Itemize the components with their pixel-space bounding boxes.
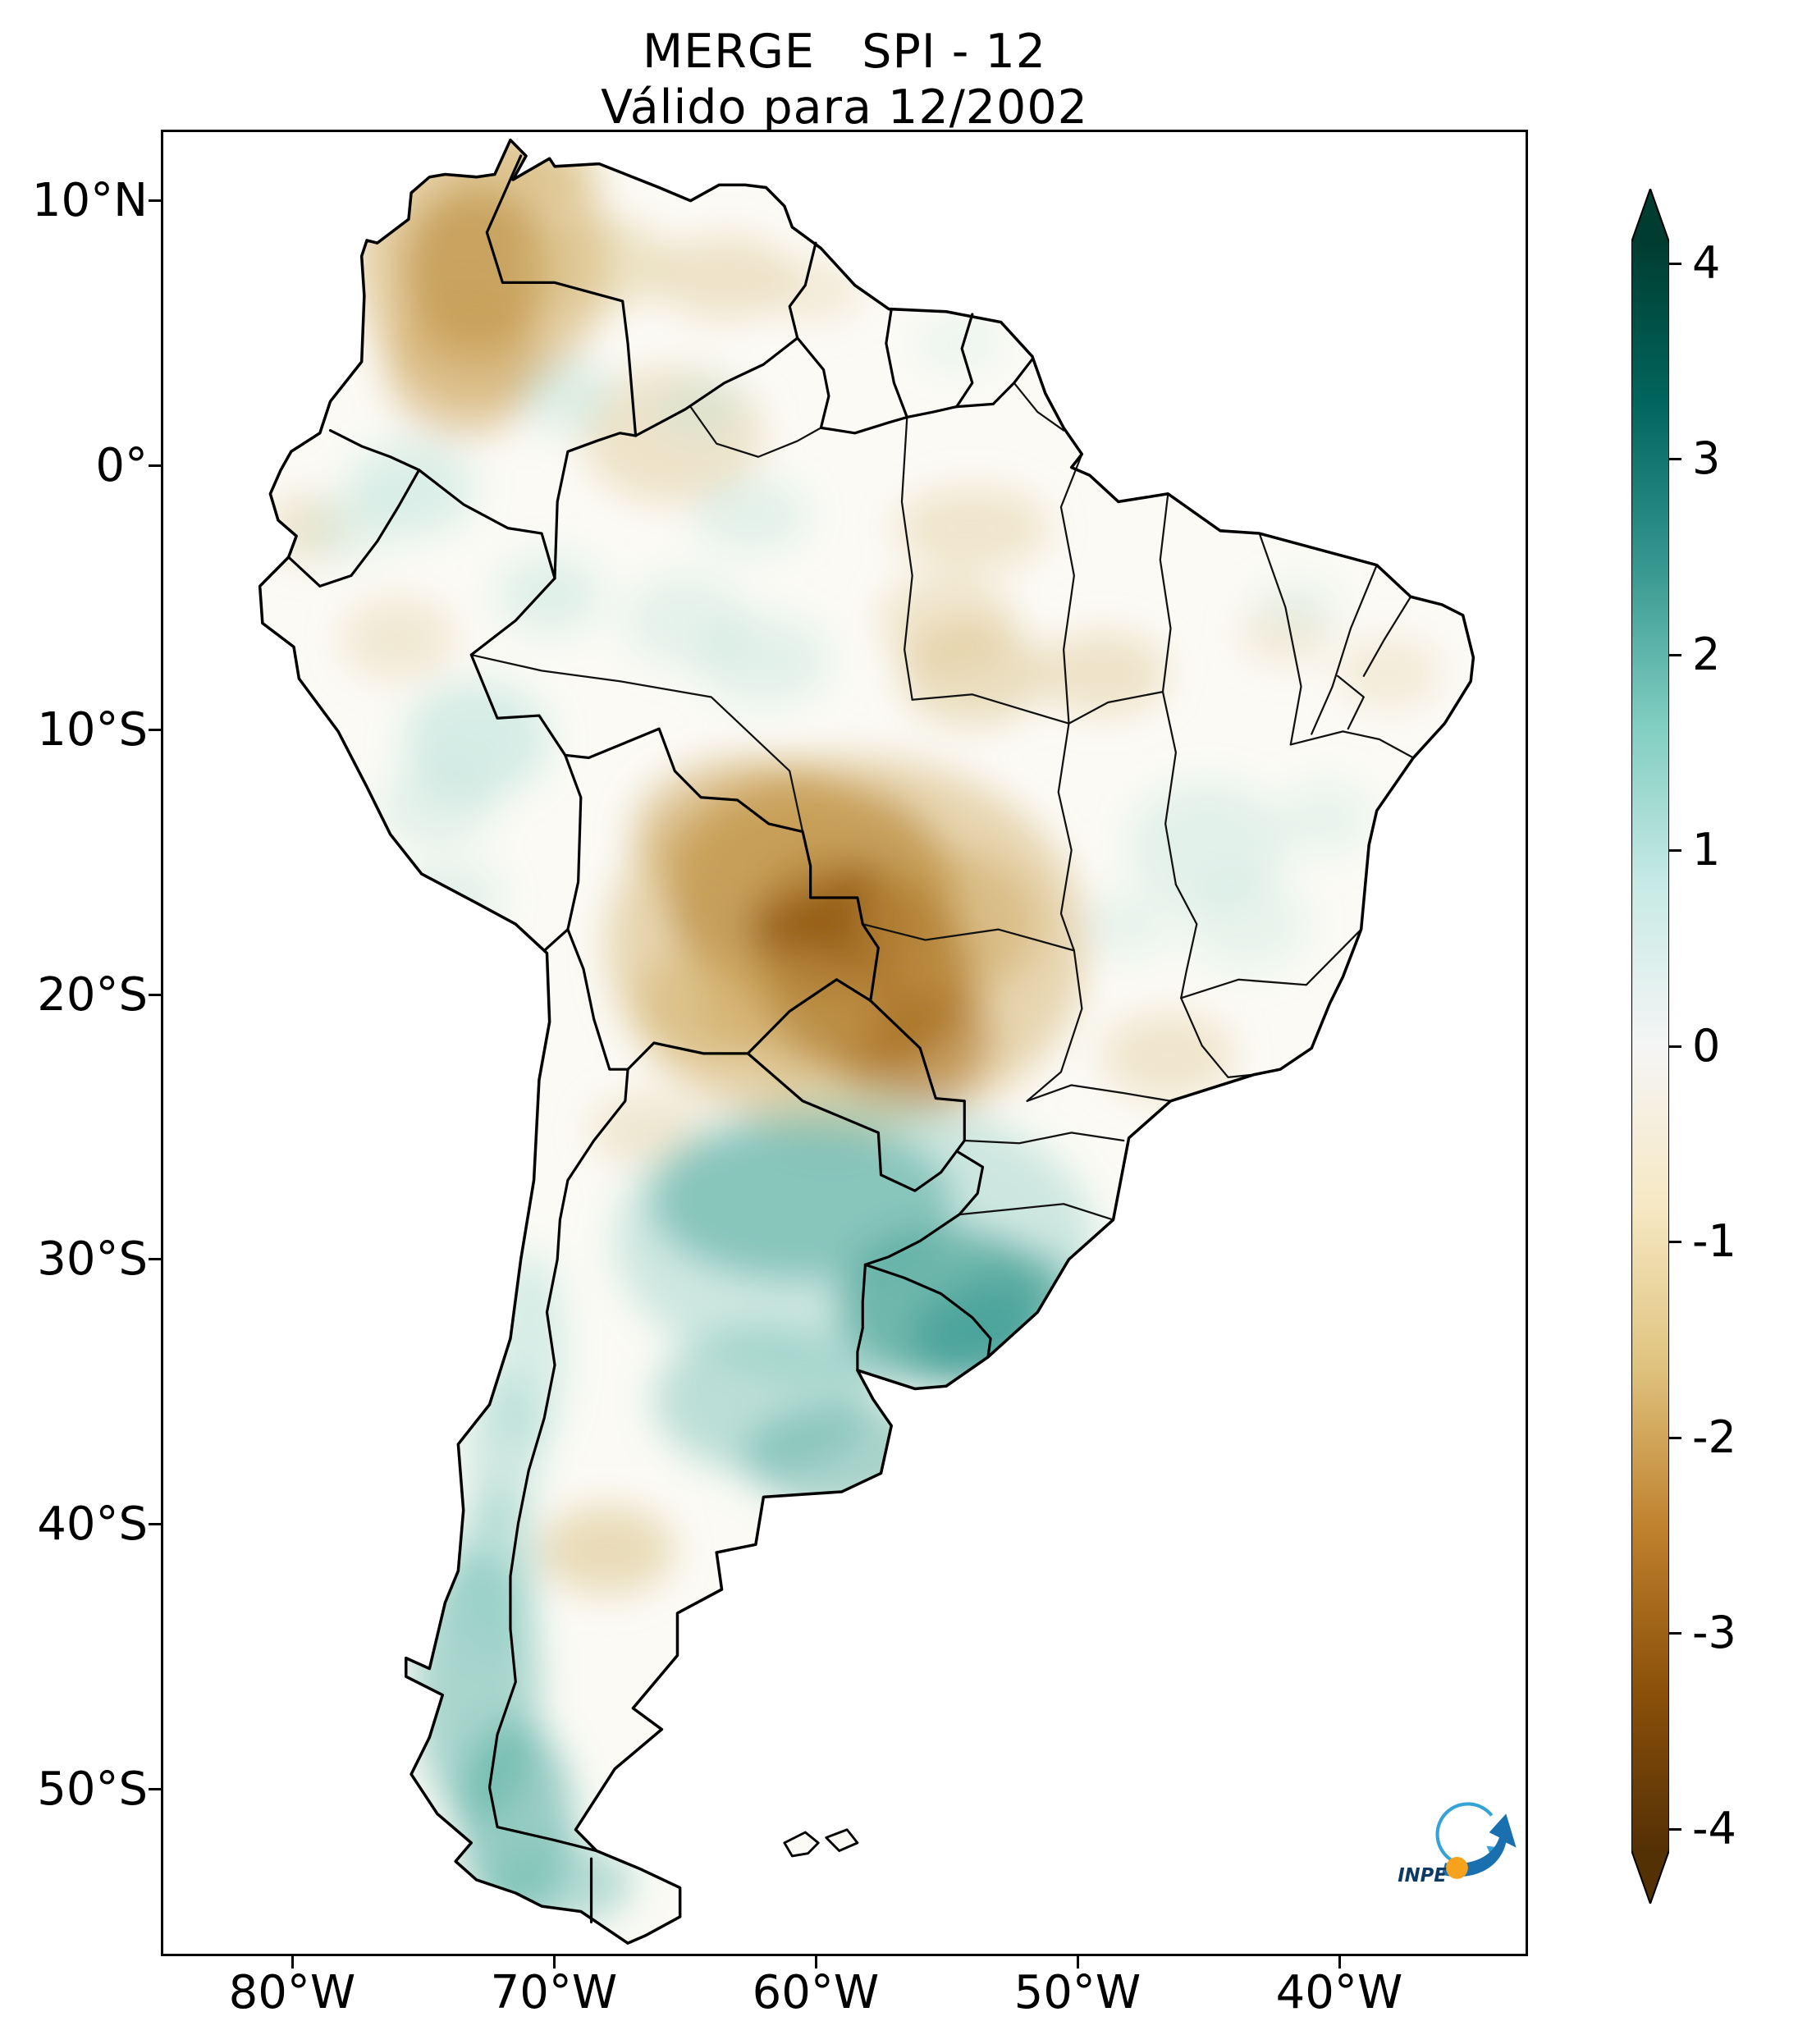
- inpe-logo-swirl-icon: [1435, 1802, 1517, 1879]
- x-axis-tick-mark: [1077, 1956, 1079, 1969]
- x-axis-tick-label: 60°W: [752, 1966, 880, 2019]
- colorbar-tick-mark: [1669, 849, 1681, 852]
- y-axis-tick-label: 10°N: [31, 174, 148, 227]
- figure-subtitle: Válido para 12/2002: [601, 80, 1088, 135]
- falkland-islands: [783, 1828, 859, 1858]
- x-axis-tick-label: 40°W: [1275, 1966, 1403, 2019]
- inpe-logo: INPE: [1398, 1802, 1517, 1886]
- colorbar-tick-label: 2: [1692, 629, 1721, 680]
- y-axis-tick-mark: [149, 1788, 161, 1790]
- colorbar: [1631, 189, 1669, 1904]
- y-axis-tick-mark: [149, 729, 161, 731]
- y-axis-tick-mark: [149, 994, 161, 996]
- colorbar-tick-label: 0: [1692, 1020, 1721, 1072]
- x-axis-tick-mark: [553, 1956, 556, 1969]
- colorbar-tick-label: -2: [1692, 1411, 1736, 1463]
- figure-title: MERGE SPI - 12: [642, 25, 1047, 79]
- colorbar-tick-mark: [1669, 1437, 1681, 1439]
- colorbar-tick-mark: [1669, 1045, 1681, 1048]
- y-axis-tick-label: 50°S: [37, 1763, 148, 1816]
- x-axis-tick-label: 70°W: [490, 1966, 618, 2019]
- map-svg: [258, 138, 1475, 1945]
- y-axis-tick-mark: [149, 1258, 161, 1260]
- inpe-logo-text: INPE: [1398, 1865, 1447, 1886]
- brazil-state-borders: [470, 382, 1415, 1221]
- colorbar-tick-label: 3: [1692, 432, 1721, 484]
- colorbar-tick-label: -3: [1692, 1607, 1736, 1658]
- y-axis-tick-label: 30°S: [37, 1232, 148, 1286]
- y-axis-tick-label: 40°S: [37, 1498, 148, 1551]
- colorbar-tick-label: -1: [1692, 1215, 1736, 1267]
- x-axis-tick-mark: [815, 1956, 817, 1969]
- country-borders: [287, 154, 1034, 1923]
- coastline: [258, 138, 1475, 1945]
- y-axis-tick-label: 20°S: [37, 968, 148, 1022]
- y-axis-tick-mark: [149, 199, 161, 202]
- colorbar-tick-mark: [1669, 263, 1681, 265]
- colorbar-gradient: [1631, 189, 1669, 1904]
- y-axis-tick-mark: [149, 1523, 161, 1525]
- colorbar-tick-mark: [1669, 1828, 1681, 1831]
- x-axis-tick-label: 80°W: [228, 1966, 356, 2019]
- colorbar-tick-mark: [1669, 1632, 1681, 1635]
- colorbar-tick-label: 1: [1692, 824, 1721, 876]
- colorbar-tick-mark: [1669, 458, 1681, 460]
- y-axis-tick-mark: [149, 464, 161, 467]
- colorbar-tick-mark: [1669, 1241, 1681, 1243]
- y-axis-tick-label: 10°S: [37, 703, 148, 757]
- x-axis-tick-label: 50°W: [1013, 1966, 1141, 2019]
- y-axis-tick-label: 0°: [95, 439, 148, 492]
- continent-landmass: [259, 139, 1474, 1944]
- x-axis-tick-mark: [291, 1956, 294, 1969]
- colorbar-tick-label: -4: [1692, 1803, 1736, 1854]
- map-frame: [161, 130, 1528, 1956]
- colorbar-tick-label: 4: [1692, 237, 1721, 289]
- colorbar-tick-mark: [1669, 654, 1681, 656]
- x-axis-tick-mark: [1338, 1956, 1341, 1969]
